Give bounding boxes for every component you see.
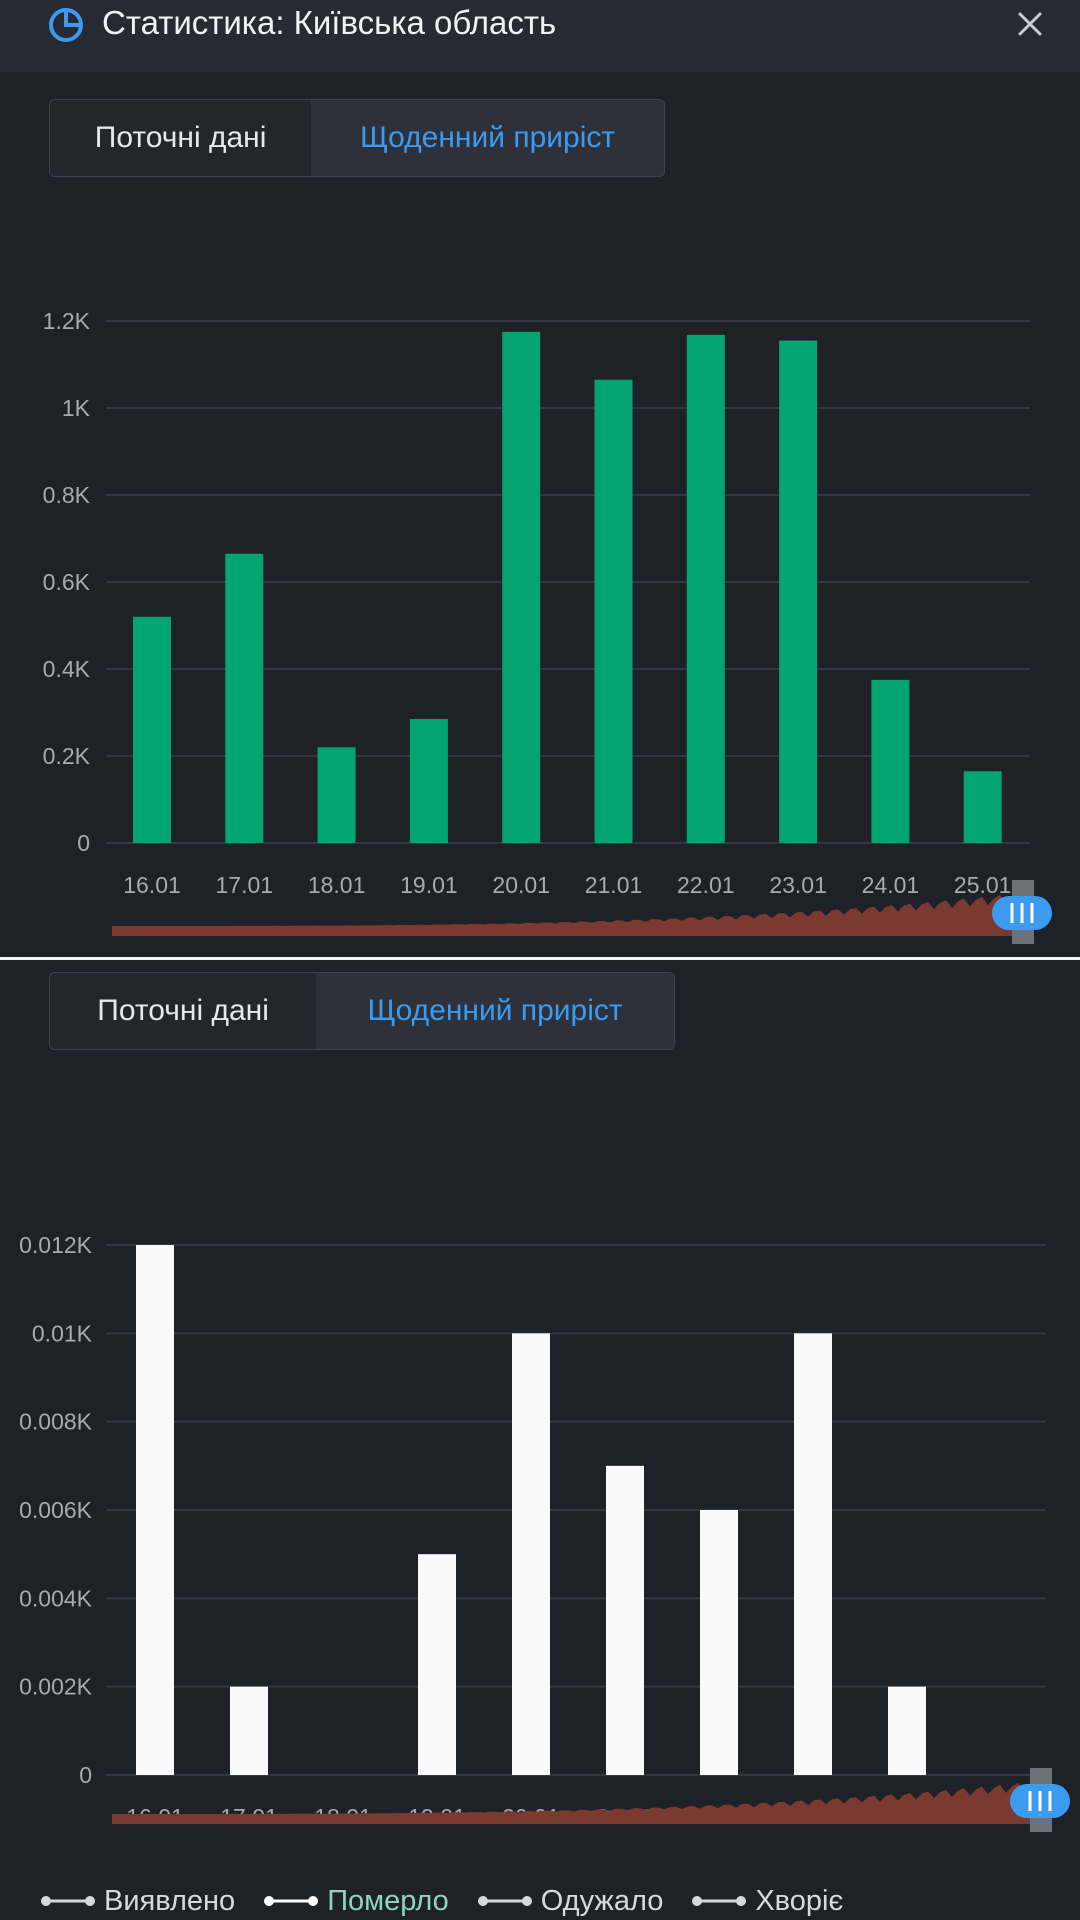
dialog-header: Статистика: Київська область <box>0 0 1080 72</box>
bar[interactable] <box>317 747 356 843</box>
bar[interactable] <box>700 1510 738 1775</box>
legend-label: Померло <box>327 1884 449 1917</box>
legend-item-confirmed[interactable]: Виявлено <box>40 1885 235 1918</box>
pie-chart-icon <box>49 8 83 42</box>
legend-line-icon <box>264 1896 319 1906</box>
tab-current-data[interactable]: Поточні дані <box>50 973 317 1049</box>
legend-item-recovered[interactable]: Одужало <box>477 1884 664 1918</box>
legend-label: Виявлено <box>104 1884 236 1917</box>
y-tick-label: 0.008K <box>19 1409 93 1435</box>
y-tick-label: 0.012K <box>19 1232 93 1258</box>
tab-current-data[interactable]: Поточні дані <box>50 100 312 176</box>
close-icon[interactable] <box>1012 6 1048 42</box>
y-tick-label: 0.8K <box>43 482 91 508</box>
bar[interactable] <box>606 1465 644 1775</box>
view-tabs: Поточні дані Щоденний приріст <box>49 99 665 177</box>
x-tick-label: 24.01 <box>862 872 920 898</box>
bar[interactable] <box>888 1686 926 1775</box>
bar[interactable] <box>133 616 171 843</box>
bar[interactable] <box>686 334 725 843</box>
bar[interactable] <box>779 340 818 843</box>
x-tick-label: 19.01 <box>400 872 458 898</box>
range-navigator[interactable] <box>0 872 1080 952</box>
bar[interactable] <box>230 1686 268 1775</box>
y-tick-label: 0.002K <box>19 1674 93 1700</box>
bar[interactable] <box>225 553 264 843</box>
y-tick-label: 1.2K <box>43 308 91 334</box>
y-tick-label: 0.4K <box>43 656 91 682</box>
y-tick-label: 0.006K <box>19 1497 93 1523</box>
legend-item-deaths[interactable]: Померло <box>263 1885 449 1918</box>
bar[interactable] <box>409 719 448 843</box>
panel-separator <box>0 957 1080 960</box>
y-tick-label: 1K <box>62 395 91 421</box>
y-tick-label: 0.2K <box>43 743 91 769</box>
y-tick-label: 0.6K <box>43 569 91 595</box>
x-tick-label: 25.01 <box>954 872 1012 898</box>
deaths-bar-chart: 00.002K0.004K0.006K0.008K0.01K0.012K16.0… <box>19 1232 1046 1820</box>
bar[interactable] <box>963 771 1002 843</box>
legend-line-icon <box>41 1896 95 1906</box>
legend-line-icon <box>692 1896 747 1906</box>
bar[interactable] <box>871 679 910 843</box>
legend-label: Хворіє <box>755 1884 844 1917</box>
bar[interactable] <box>136 1245 174 1775</box>
navigator-area <box>112 892 1022 936</box>
y-tick-label: 0 <box>77 830 90 856</box>
x-tick-label: 17.01 <box>216 872 274 898</box>
y-tick-label: 0.01K <box>32 1320 93 1346</box>
chart-legend: Виявлено Померло Одужало Хворіє <box>40 1882 871 1920</box>
bar[interactable] <box>418 1554 456 1775</box>
tab-daily-growth[interactable]: Щоденний приріст <box>311 100 664 176</box>
deaths-chart-panel: Поточні дані Щоденний приріст 0 0.002K 0.0… <box>0 960 1080 1920</box>
legend-label: Одужало <box>540 1884 664 1917</box>
x-tick-label: 21.01 <box>585 872 643 898</box>
navigator-area <box>112 1780 1040 1824</box>
confirmed-bar-chart: 0 0.2K 0.4K 0.6K 0.8K 1K 1.2K 16.01 17.01 18.01 19… <box>43 308 1030 898</box>
bar[interactable] <box>512 1333 550 1775</box>
x-tick-label: 22.01 <box>677 872 735 898</box>
x-tick-label: 23.01 <box>769 872 827 898</box>
dialog-title: Статистика: Київська область <box>102 4 557 41</box>
bar[interactable] <box>594 379 633 843</box>
x-tick-label: 18.01 <box>308 872 366 898</box>
tab-daily-growth[interactable]: Щоденний приріст <box>316 973 674 1049</box>
legend-line-icon <box>477 1896 532 1906</box>
y-tick-label: 0 <box>79 1762 92 1788</box>
x-tick-label: 16.01 <box>123 872 181 898</box>
view-tabs: Поточні дані Щоденний приріст <box>49 972 675 1050</box>
bar[interactable] <box>794 1333 832 1775</box>
x-tick-label: 20.01 <box>492 872 550 898</box>
confirmed-chart-panel: Поточні дані Щоденний приріст 0 0.2K 0.4K 0… <box>0 72 1080 957</box>
range-navigator[interactable] <box>0 1760 1080 1840</box>
y-tick-label: 0.004K <box>19 1585 93 1611</box>
legend-item-active[interactable]: Хворіє <box>691 1885 843 1918</box>
bar[interactable] <box>502 331 541 843</box>
